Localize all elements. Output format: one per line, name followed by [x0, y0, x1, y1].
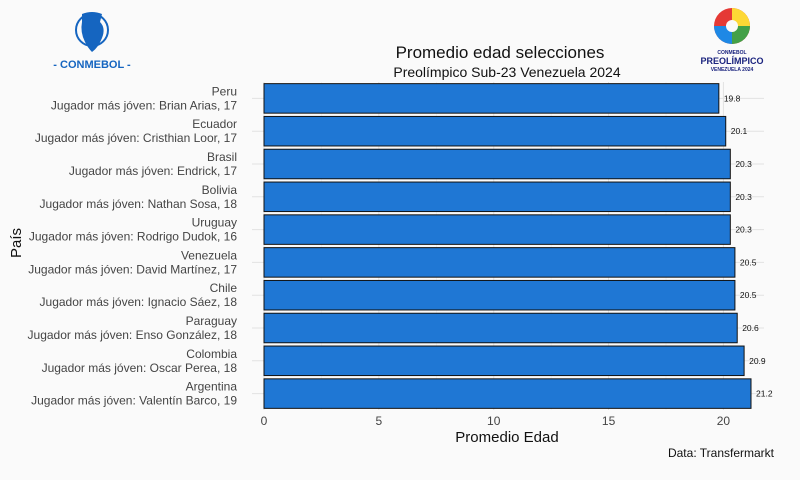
bar-uruguay [263, 214, 731, 245]
x-tick-label: 5 [376, 414, 383, 428]
bar-bolivia [263, 181, 731, 213]
x-tick-label: 15 [602, 414, 616, 428]
chart-subtitle: Preolímpico Sub-23 Venezuela 2024 [393, 64, 620, 80]
data-label-paraguay: 20.6 [742, 323, 759, 333]
preolimpico-logo-line2: PREOLÍMPICO [700, 56, 763, 66]
bar-argentina [263, 378, 752, 409]
y-tick-label-note: Jugador más jóven: Endrick, 17 [69, 164, 237, 178]
data-label-peru: 19.8 [724, 93, 741, 103]
data-label-colombia: 20.9 [749, 356, 766, 366]
data-label-ecuador: 20.1 [731, 126, 748, 136]
bar-paraguay [263, 312, 738, 344]
x-tick-label: 10 [487, 414, 501, 428]
y-tick-label-country: Peru [212, 84, 237, 98]
y-tick-label-note: Jugador más jóven: Nathan Sosa, 18 [40, 197, 238, 211]
y-tick-label-note: Jugador más jóven: David Martínez, 17 [28, 262, 237, 276]
bar-colombia [263, 345, 745, 377]
conmebol-logo: - CONMEBOL - [53, 12, 131, 71]
y-tick-label-note: Jugador más jóven: Cristhian Loor, 17 [35, 131, 237, 145]
chart-title: Promedio edad selecciones [396, 43, 605, 62]
y-tick-label-country: Paraguay [186, 314, 237, 328]
bar-brasil [263, 148, 731, 180]
y-tick-label-note: Jugador más jóven: Rodrigo Dudok, 16 [29, 230, 237, 244]
y-axis-label: País [8, 228, 25, 258]
data-label-chile: 20.5 [740, 290, 757, 300]
y-tick-label-country: Argentina [186, 380, 238, 394]
x-ticks: 0 5 10 15 20 [261, 414, 731, 428]
bars: 19.8 20.1 20.3 20.3 20.3 20.5 20.5 20.6 20.9 21.2 [263, 83, 773, 409]
y-tick-label-note: Jugador más jóven: Oscar Perea, 18 [42, 361, 238, 375]
conmebol-logo-text: - CONMEBOL - [53, 59, 131, 71]
y-tick-label-note: Jugador más jóven: Valentín Barco, 19 [31, 394, 237, 408]
x-axis-label: Promedio Edad [455, 429, 558, 446]
x-tick-label: 0 [261, 414, 268, 428]
bar-ecuador [263, 115, 727, 147]
y-tick-label-country: Uruguay [192, 216, 237, 230]
data-label-brasil: 20.3 [735, 159, 752, 169]
y-tick-label-country: Bolivia [202, 183, 238, 197]
x-tick-label: 20 [717, 414, 731, 428]
data-label-bolivia: 20.3 [735, 192, 752, 202]
preolimpico-logo: CONMEBOL PREOLÍMPICO VENEZUELA 2024 [700, 8, 764, 73]
chart-caption: Data: Transfermarkt [668, 446, 775, 460]
bar-chile [263, 279, 736, 311]
y-tick-label-country: Venezuela [181, 248, 237, 262]
bar-peru [263, 83, 720, 114]
preolimpico-logo-line3: VENEZUELA 2024 [711, 67, 754, 73]
preolimpico-logo-line1: CONMEBOL [717, 50, 746, 56]
data-label-uruguay: 20.3 [735, 225, 752, 235]
y-tick-label-country: Chile [210, 281, 238, 295]
y-tick-label-country: Ecuador [192, 117, 237, 131]
y-tick-label-country: Brasil [207, 150, 237, 164]
data-label-argentina: 21.2 [756, 389, 773, 399]
y-tick-label-note: Jugador más jóven: Ignacio Sáez, 18 [40, 295, 238, 309]
y-tick-label-note: Jugador más jóven: Enso González, 18 [28, 328, 238, 342]
data-label-venezuela: 20.5 [740, 257, 757, 267]
bar-venezuela [263, 247, 736, 278]
y-tick-label-note: Jugador más jóven: Brian Arias, 17 [51, 98, 237, 112]
y-tick-label-country: Colombia [186, 347, 237, 361]
